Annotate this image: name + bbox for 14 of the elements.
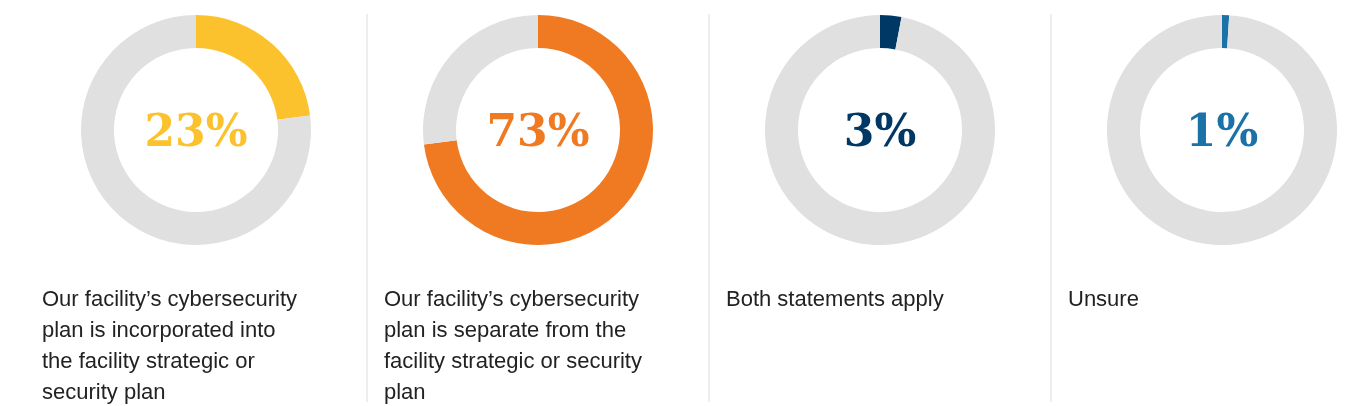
donut-slice [423,15,653,245]
text: Our facility’s cybersecurity plan is separate from the facility strategic or security plan [384,286,642,404]
text: 1% [1185,105,1259,156]
donut-slice [765,15,995,245]
text: Our facility’s cybersecurity plan is incorporated into the facility strategic or security plan [42,286,298,404]
donut-slice [1222,15,1230,49]
text: Unsure [1068,286,1139,311]
donut-slice [1107,15,1337,245]
text: 3% [843,105,917,156]
donut-slice [81,15,311,245]
text: Both statements apply [726,286,944,311]
text: 73% [486,105,590,156]
donut-slice [880,15,902,50]
text: 23% [144,105,248,156]
